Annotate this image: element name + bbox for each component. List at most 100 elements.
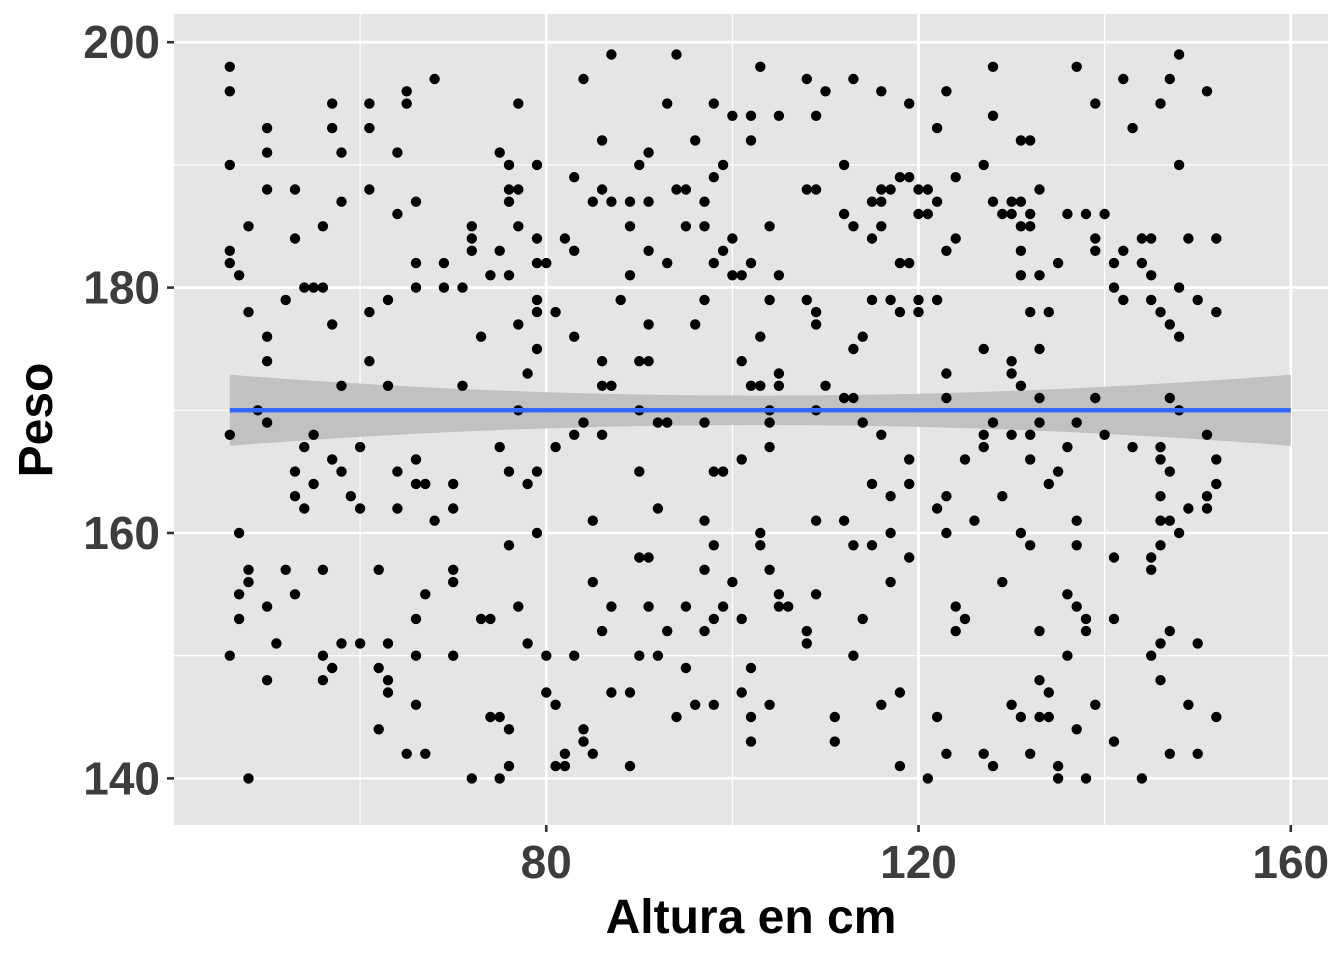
data-point [317,564,329,575]
data-point [717,466,729,477]
data-point [857,417,868,428]
data-point [364,184,375,195]
data-point [950,601,961,612]
data-point [531,306,543,318]
data-point [913,184,924,195]
data-point [1155,515,1166,526]
data-point [1164,748,1176,759]
data-point [736,687,747,698]
data-point [596,625,608,637]
data-point [1034,343,1045,355]
data-point [931,196,943,207]
data-point [1155,306,1166,318]
data-point [1071,61,1082,72]
data-point [224,257,235,269]
data-point [345,491,356,502]
data-point [1025,208,1036,220]
data-point [503,159,515,171]
data-point [233,613,245,625]
data-point [838,515,850,526]
data-point [243,221,254,232]
data-point [224,86,235,97]
data-point [717,245,729,256]
data-point [596,429,608,440]
axis-layer: 80 120 160 140 160 180 200 [83,16,1329,888]
data-point [410,699,422,710]
data-point [1146,650,1157,661]
data-point [662,625,673,637]
data-point [1006,208,1017,220]
data-point [364,98,375,109]
data-point [1025,429,1036,440]
data-point [1164,392,1176,404]
data-point [848,343,859,355]
data-point [531,343,543,355]
data-point [959,613,971,625]
data-point [382,638,394,649]
data-point [736,613,747,625]
data-point [280,294,291,306]
data-point [569,172,580,183]
data-point [857,331,868,342]
data-point [1118,73,1129,85]
data-point [978,159,989,171]
data-point [578,73,589,85]
data-point [1108,736,1120,747]
data-point [550,760,561,772]
data-point [1192,294,1203,306]
data-point [904,454,915,465]
data-point [531,527,543,539]
data-point [643,196,654,207]
data-point [336,380,347,391]
data-point [680,184,692,195]
data-point [466,233,477,244]
data-point [624,221,636,232]
data-point [466,245,477,256]
data-point [950,625,961,637]
data-point [224,245,235,256]
data-point [866,540,878,551]
data-point [894,687,906,698]
data-point [1192,748,1203,759]
data-point [941,245,952,256]
data-point [261,147,273,158]
data-point [596,356,608,367]
data-point [373,724,384,735]
data-point [606,380,617,391]
data-point [764,294,775,306]
data-point [1071,417,1082,428]
data-point [1173,527,1185,539]
data-point [699,564,710,575]
data-point [1155,98,1166,109]
data-point [708,98,719,109]
data-point [392,503,403,514]
data-point [271,638,282,649]
data-point [233,589,245,600]
data-point [1108,282,1120,293]
data-point [401,748,412,759]
data-point [541,687,552,698]
data-point [1192,638,1203,649]
data-point [243,306,254,318]
data-point [1183,699,1194,710]
data-point [643,356,654,367]
data-point [643,319,654,330]
data-point [810,184,822,195]
data-point [941,392,952,404]
data-point [624,270,636,281]
data-point [606,601,617,612]
data-point [1080,773,1092,784]
data-point [569,429,580,440]
data-point [699,515,710,526]
data-point [773,110,785,122]
data-point [503,760,515,772]
y-tick-label: 140 [83,752,160,804]
data-point [1006,356,1017,367]
data-point [1173,159,1185,171]
data-point [662,257,673,269]
data-point [233,270,245,281]
data-point [513,221,524,232]
data-point [1211,233,1222,244]
data-point [680,221,692,232]
data-point [652,503,664,514]
